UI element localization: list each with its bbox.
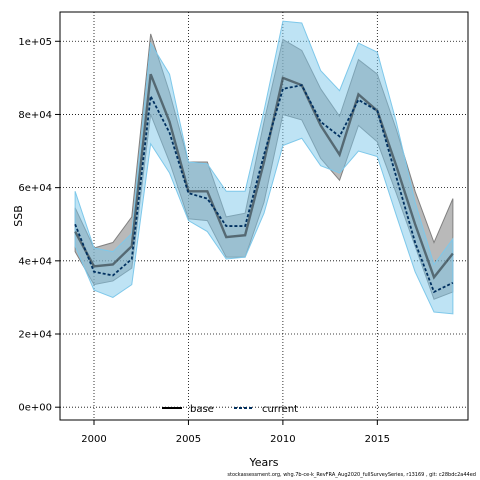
x-axis: 2000 2005 2010 2015 xyxy=(81,420,390,445)
y-tick-label: 8e+04 xyxy=(18,110,52,121)
legend: base current xyxy=(162,404,298,415)
x-axis-label: Years xyxy=(248,456,278,469)
line-current xyxy=(74,84,454,294)
y-tick-label: 1e+05 xyxy=(18,37,52,48)
legend-base-label: base xyxy=(190,404,214,415)
y-tick-label: 4e+04 xyxy=(18,256,52,267)
y-axis: 0e+00 2e+04 4e+04 6e+04 8e+04 1e+05 xyxy=(18,37,60,414)
series-lines xyxy=(74,73,454,294)
x-tick-label: 2010 xyxy=(270,434,295,445)
band-current xyxy=(74,20,454,315)
y-tick-label: 2e+04 xyxy=(18,330,52,341)
line-base xyxy=(74,73,454,280)
legend-current-label: current xyxy=(262,404,298,415)
confidence-bands xyxy=(74,20,454,315)
y-tick-label: 0e+00 xyxy=(18,403,52,414)
x-tick-label: 2015 xyxy=(365,434,390,445)
x-tick-label: 2005 xyxy=(176,434,201,445)
plot-frame xyxy=(59,11,469,421)
x-tick-label: 2000 xyxy=(81,434,106,445)
y-tick-label: 6e+04 xyxy=(18,183,52,194)
y-axis-label: SSB xyxy=(12,205,25,227)
footer-note: stockassessment.org, whg.7b-ce-k_RevFRA_… xyxy=(227,472,476,478)
